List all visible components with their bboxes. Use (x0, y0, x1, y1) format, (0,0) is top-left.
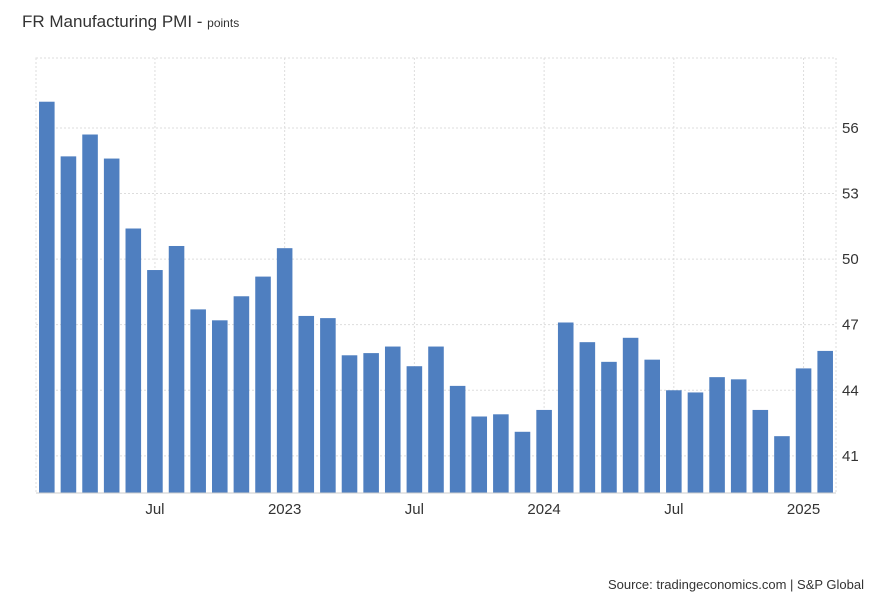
x-tick-label: Jul (664, 501, 683, 518)
bar-2023-10[interactable] (471, 416, 488, 493)
y-tick-label: 41 (842, 448, 859, 465)
x-tick-label: 2025 (787, 501, 820, 518)
bar-2023-12[interactable] (514, 431, 531, 493)
bar-2023-07[interactable] (406, 366, 423, 493)
bar-2024-09[interactable] (709, 377, 725, 493)
plot-border (35, 57, 837, 494)
bar-2023-03[interactable] (320, 318, 336, 493)
chart-unit-label: points (207, 16, 240, 30)
bar-2024-08[interactable] (687, 392, 704, 493)
bar-2023-01[interactable] (276, 248, 293, 493)
bar-2022-06[interactable] (125, 228, 142, 494)
bar-2022-09[interactable] (190, 309, 206, 493)
bar-2024-10[interactable] (730, 379, 747, 493)
bar-2023-02[interactable] (298, 315, 315, 493)
bar-2024-01[interactable] (536, 409, 552, 493)
x-tick-label: Jul (145, 501, 164, 518)
bar-2024-12[interactable] (774, 436, 790, 493)
bar-layer (39, 101, 833, 494)
bar-2022-04[interactable] (82, 134, 98, 493)
bar-2024-07[interactable] (666, 390, 682, 493)
bar-2023-04[interactable] (341, 355, 358, 493)
bar-2024-06[interactable] (644, 359, 660, 493)
bar-2023-09[interactable] (449, 385, 466, 493)
bar-2023-06[interactable] (384, 346, 401, 493)
bar-2025-02[interactable] (817, 350, 833, 493)
bar-2025-01[interactable] (795, 368, 812, 493)
bar-2022-05[interactable] (103, 158, 120, 493)
bar-2023-11[interactable] (493, 414, 509, 493)
bar-2022-02[interactable] (39, 101, 55, 493)
bar-2024-05[interactable] (622, 337, 639, 493)
bar-2022-08[interactable] (168, 245, 185, 493)
y-tick-label: 53 (842, 186, 859, 203)
bar-2023-08[interactable] (428, 346, 444, 493)
bar-2022-10[interactable] (212, 320, 228, 493)
y-tick-label: 56 (842, 120, 859, 137)
x-tick-label: Jul (405, 501, 424, 518)
bar-2024-04[interactable] (601, 361, 617, 493)
bar-2023-05[interactable] (363, 353, 379, 493)
y-tick-label: 47 (842, 317, 859, 334)
bar-2024-02[interactable] (557, 322, 574, 493)
chart-title-text: FR Manufacturing PMI (22, 12, 193, 31)
bar-2022-12[interactable] (255, 276, 271, 493)
axis-layer: 41 44 47 50 53 56 Jul 2023 Jul 2024 Jul 2025 (36, 120, 859, 518)
y-tick-label: 44 (842, 382, 859, 399)
bar-2022-11[interactable] (233, 296, 250, 493)
bar-2024-11[interactable] (752, 409, 769, 493)
bar-2022-03[interactable] (60, 156, 77, 494)
bar-2022-07[interactable] (147, 270, 163, 493)
bar-2024-03[interactable] (579, 342, 596, 493)
chart-title: FR Manufacturing PMI - points (22, 12, 240, 31)
x-tick-label: 2024 (527, 501, 560, 518)
source-credit: Source: tradingeconomics.com | S&P Globa… (607, 577, 864, 592)
x-tick-label: 2023 (268, 501, 301, 518)
y-tick-label: 50 (842, 251, 859, 268)
